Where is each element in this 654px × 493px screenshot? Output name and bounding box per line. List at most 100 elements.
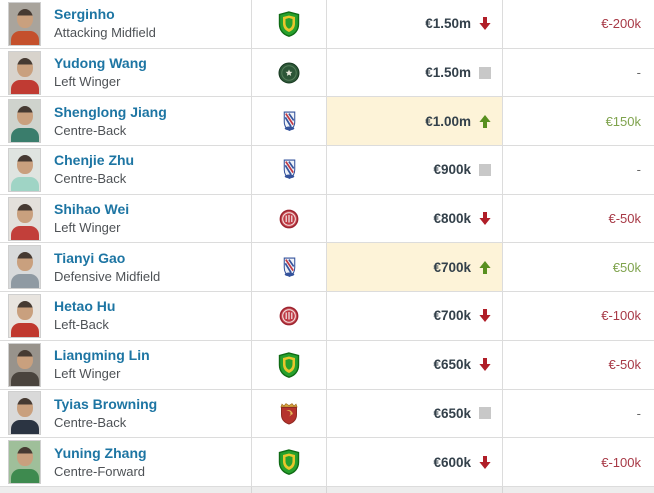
player-cell: Serginho Attacking Midfield xyxy=(0,0,252,48)
player-cell: Tyias Browning Centre-Back xyxy=(0,389,252,438)
next-section-strip xyxy=(0,486,654,493)
table-row: Yudong Wang Left Winger €1.50m - xyxy=(0,48,654,98)
value-down-arrow-icon xyxy=(478,212,491,226)
player-name-link[interactable]: Chenjie Zhu xyxy=(54,152,135,169)
club-cell xyxy=(252,194,327,243)
club-blue-red-crest-badge-icon[interactable] xyxy=(281,111,298,132)
value-change: - xyxy=(636,65,641,81)
market-value-cell: €1.00m xyxy=(327,97,503,146)
value-down-arrow-icon xyxy=(478,17,491,31)
player-photo[interactable] xyxy=(8,196,41,241)
player-photo[interactable] xyxy=(8,440,41,485)
market-value-cell: €800k xyxy=(327,194,503,243)
market-value: €650k xyxy=(433,357,471,373)
value-change: €-50k xyxy=(608,211,641,227)
player-face xyxy=(17,349,33,369)
player-shirt xyxy=(11,420,39,435)
market-value: €900k xyxy=(433,162,471,178)
player-cell: Shenglong Jiang Centre-Back xyxy=(0,97,252,146)
club-green-shield-badge-icon[interactable] xyxy=(278,351,300,378)
club-blue-red-crest-badge-icon[interactable] xyxy=(281,159,298,180)
player-name-link[interactable]: Hetao Hu xyxy=(54,298,116,315)
player-photo[interactable] xyxy=(8,1,41,46)
club-cell xyxy=(252,389,327,438)
table-row: Tyias Browning Centre-Back €650k - xyxy=(0,389,654,439)
player-name-link[interactable]: Yudong Wang xyxy=(54,55,147,72)
player-photo[interactable] xyxy=(8,50,41,95)
player-position: Centre-Back xyxy=(54,122,127,138)
club-red-circle-badge-icon[interactable] xyxy=(279,209,299,229)
player-shirt xyxy=(11,79,39,94)
value-change-cell: €-100k xyxy=(503,292,654,340)
value-change-cell: €-50k xyxy=(503,341,654,389)
value-change: €150k xyxy=(605,113,641,129)
player-name-link[interactable]: Shenglong Jiang xyxy=(54,103,167,120)
club-cell xyxy=(252,97,327,146)
player-shirt xyxy=(11,176,39,191)
club-cell xyxy=(252,292,327,340)
value-change-cell: - xyxy=(503,146,654,194)
player-photo[interactable] xyxy=(8,342,41,387)
player-position: Attacking Midfield xyxy=(54,25,156,41)
player-cell: Liangming Lin Left Winger xyxy=(0,340,252,389)
market-value-cell: €650k xyxy=(327,340,503,389)
market-value-cell: €700k xyxy=(327,292,503,340)
player-meta: Shihao Wei Left Winger xyxy=(54,201,129,236)
strip-segment xyxy=(252,486,327,493)
club-cell xyxy=(252,146,327,194)
player-position: Centre-Back xyxy=(54,171,127,187)
club-green-shield-badge-icon[interactable] xyxy=(278,449,300,475)
player-name-link[interactable]: Tyias Browning xyxy=(54,395,158,412)
value-change: €-100k xyxy=(601,454,641,470)
market-value: €650k xyxy=(433,405,471,421)
club-cell xyxy=(252,0,327,48)
strip-segment xyxy=(0,486,252,493)
club-blue-red-crest-badge-icon[interactable] xyxy=(281,257,298,278)
value-change: - xyxy=(636,162,641,178)
player-photo[interactable] xyxy=(8,391,41,436)
club-dark-green-circle-badge-icon[interactable] xyxy=(278,62,300,84)
market-value-cell: €650k xyxy=(327,389,503,438)
club-red-gold-shield-badge-icon[interactable] xyxy=(278,401,300,425)
market-value-cell: €700k xyxy=(327,243,503,292)
table-row: Liangming Lin Left Winger €650k €-50k xyxy=(0,340,654,390)
player-face xyxy=(17,57,33,77)
player-cell: Tianyi Gao Defensive Midfield xyxy=(0,243,252,292)
value-up-arrow-icon xyxy=(478,114,491,128)
no-change-square-icon xyxy=(478,163,491,176)
player-photo[interactable] xyxy=(8,293,41,338)
player-cell: Chenjie Zhu Centre-Back xyxy=(0,146,252,194)
player-shirt xyxy=(11,225,39,240)
player-name-link[interactable]: Liangming Lin xyxy=(54,347,150,364)
market-value: €800k xyxy=(433,211,471,227)
value-change: €-100k xyxy=(601,308,641,324)
value-change-cell: €-50k xyxy=(503,195,654,243)
player-position: Centre-Back xyxy=(54,414,127,430)
player-position: Defensive Midfield xyxy=(54,268,161,284)
value-change: - xyxy=(636,405,641,421)
club-red-circle-badge-icon[interactable] xyxy=(279,306,299,326)
player-position: Centre-Forward xyxy=(54,463,146,479)
market-value-cell: €900k xyxy=(327,146,503,194)
player-name-link[interactable]: Serginho xyxy=(54,6,115,23)
player-photo[interactable] xyxy=(8,245,41,290)
player-meta: Tyias Browning Centre-Back xyxy=(54,396,157,431)
player-face xyxy=(17,203,33,223)
player-name-link[interactable]: Shihao Wei xyxy=(54,201,130,218)
player-face xyxy=(17,300,33,320)
player-name-link[interactable]: Yuning Zhang xyxy=(54,444,147,461)
player-face xyxy=(17,106,33,126)
player-face xyxy=(17,8,33,28)
player-cell: Yuning Zhang Centre-Forward xyxy=(0,438,252,486)
player-photo[interactable] xyxy=(8,99,41,144)
player-name-link[interactable]: Tianyi Gao xyxy=(54,249,126,266)
player-shirt xyxy=(11,128,39,143)
table-row: Shenglong Jiang Centre-Back €1.00m €150k xyxy=(0,97,654,147)
player-meta: Yuning Zhang Centre-Forward xyxy=(54,445,147,480)
club-green-shield-badge-icon[interactable] xyxy=(278,11,300,37)
player-photo[interactable] xyxy=(8,147,41,192)
player-cell: Shihao Wei Left Winger xyxy=(0,194,252,243)
player-shirt xyxy=(11,30,39,45)
player-cell: Yudong Wang Left Winger xyxy=(0,48,252,97)
